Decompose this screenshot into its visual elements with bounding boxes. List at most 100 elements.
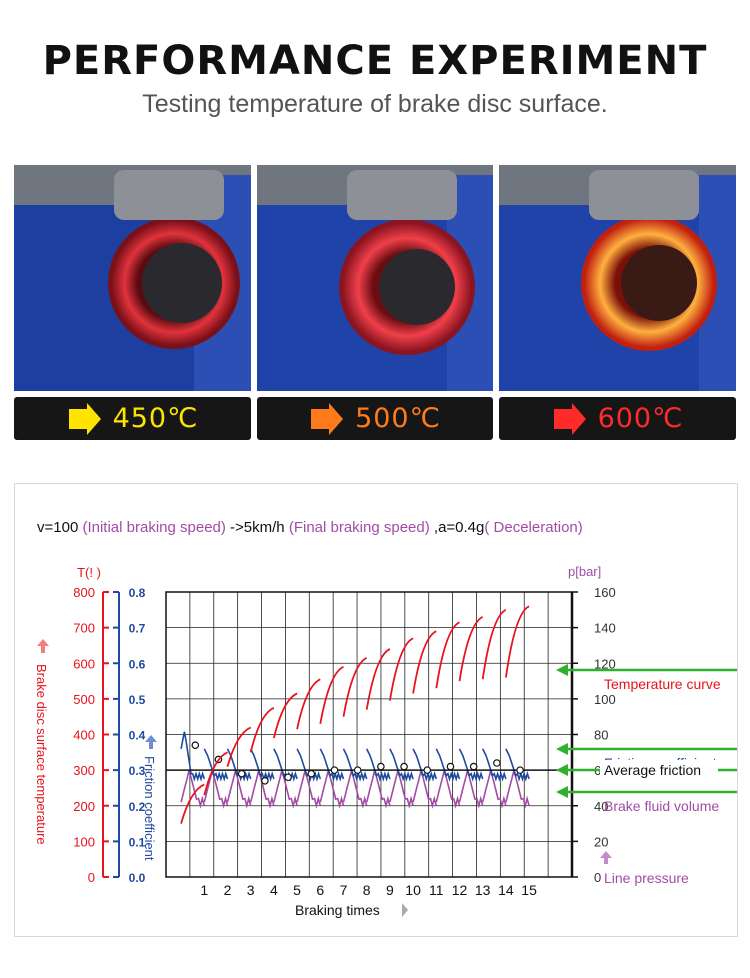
- performance-chart-card: v=100 (Initial braking speed) ->5km/h (F…: [14, 483, 738, 937]
- x-tick-label: 14: [498, 882, 514, 898]
- average-friction-marker: [400, 762, 408, 771]
- friction-coefficient-line: [412, 748, 438, 782]
- x-tick-label: 4: [270, 882, 278, 898]
- up-arrow-icon: [37, 639, 49, 653]
- average-friction-marker: [423, 766, 432, 774]
- arrow-right-icon: [553, 402, 586, 435]
- test-condition: v=100 (Initial braking speed) ->5km/h (F…: [37, 519, 583, 536]
- annotation-arrow-head: [556, 764, 568, 776]
- x-axis-label: Braking times: [295, 902, 380, 918]
- arrow-right-icon: [402, 903, 408, 917]
- temperature-tick-label: 800: [73, 585, 95, 600]
- legend-average-friction: Average friction: [604, 762, 701, 778]
- brake-fluid-volume-line: [226, 769, 252, 809]
- temp-value: 500℃: [355, 403, 441, 434]
- pressure-tick-label: 120: [594, 656, 616, 671]
- friction-coefficient-line: [389, 748, 414, 782]
- temperature-curve-segment: [412, 630, 437, 694]
- temperature-curve-segment: [481, 608, 507, 680]
- pressure-tick-label: 100: [594, 692, 616, 707]
- x-tick-label: 10: [405, 882, 421, 898]
- temperature-axis-label: Brake disc surface temperature: [34, 664, 49, 845]
- temperature-curve-segment: [180, 783, 205, 824]
- x-tick-label: 6: [316, 882, 324, 898]
- arrow-right-icon: [311, 402, 344, 435]
- average-friction-marker: [330, 766, 339, 774]
- friction-axis-label: Friction coefficient: [142, 756, 157, 861]
- temperature-tick-label: 600: [73, 656, 95, 671]
- x-tick-label: 2: [224, 882, 232, 898]
- friction-tick-label: 0.6: [129, 657, 146, 671]
- brake-disc-photo-500: [257, 165, 493, 391]
- temperature-tick-label: 0: [88, 870, 95, 885]
- average-friction-marker: [237, 769, 246, 778]
- brake-fluid-volume-line: [249, 769, 275, 809]
- pressure-tick-label: 20: [594, 834, 608, 849]
- x-tick-label: 12: [452, 882, 468, 898]
- brake-fluid-volume-line: [458, 769, 484, 809]
- temperature-curve-segment: [435, 621, 460, 689]
- brake-disc-photo-600: [499, 165, 736, 391]
- temperature-unit: T(! ): [77, 565, 101, 580]
- performance-chart: v=100 (Initial braking speed) ->5km/h (F…: [34, 519, 737, 918]
- temperature-curve-segment: [273, 692, 298, 739]
- average-friction-marker: [353, 766, 362, 774]
- legend-average-bg: [600, 760, 718, 780]
- brake-fluid-volume-line: [389, 769, 414, 809]
- temperature-curve-segment: [296, 678, 321, 730]
- temp-badge-500: 500℃: [257, 397, 493, 440]
- friction-coefficient-line: [249, 748, 275, 782]
- temperature-curve-segment: [365, 648, 391, 710]
- brake-fluid-volume-line: [365, 769, 391, 809]
- friction-coefficient-line: [273, 748, 298, 782]
- average-friction-marker: [446, 762, 455, 771]
- pressure-tick-label: 140: [594, 621, 616, 636]
- friction-tick-label: 0.8: [129, 586, 146, 600]
- friction-coefficient-line: [319, 748, 345, 782]
- temperature-tick-label: 500: [73, 692, 95, 707]
- friction-tick-label: 0.2: [129, 800, 146, 814]
- average-friction-marker: [493, 759, 501, 767]
- friction-coefficient-line: [505, 748, 530, 782]
- pressure-tick-label: 80: [594, 728, 608, 743]
- pressure-unit: p[bar]: [568, 564, 601, 579]
- average-friction-marker: [261, 777, 269, 785]
- x-tick-label: 15: [521, 882, 537, 898]
- brake-fluid-volume-line: [412, 769, 438, 809]
- legend-line-pressure: Line pressure: [604, 870, 689, 886]
- temperature-curve-segment: [505, 605, 530, 678]
- x-tick-label: 9: [386, 882, 394, 898]
- up-arrow-icon: [600, 851, 612, 864]
- temperature-curve-segment: [203, 751, 228, 796]
- arrow-right-icon: [68, 402, 101, 435]
- friction-tick-label: 0.3: [129, 764, 146, 778]
- temperature-tick-label: 700: [73, 621, 95, 636]
- temperature-curve-segment: [319, 665, 344, 724]
- temperature-curve-segment: [249, 706, 275, 753]
- legend-brake-fluid-volume: Brake fluid volume: [604, 798, 719, 814]
- temperature-tick-label: 300: [73, 763, 95, 778]
- pressure-tick-label: 40: [594, 799, 608, 814]
- average-friction-marker: [377, 762, 385, 771]
- friction-coefficient-line: [342, 748, 368, 782]
- x-tick-label: 11: [429, 882, 444, 898]
- brake-fluid-volume-line: [273, 769, 298, 809]
- pressure-tick-label: 160: [594, 585, 616, 600]
- average-friction-marker: [516, 766, 524, 774]
- temp-value: 450℃: [112, 403, 199, 434]
- up-arrow-icon: [145, 735, 157, 749]
- brake-fluid-volume-line: [435, 769, 461, 809]
- annotation-arrow-head: [556, 743, 568, 755]
- friction-coefficient-line: [458, 748, 484, 782]
- brake-fluid-volume-line: [319, 769, 345, 809]
- page-subtitle: Testing temperature of brake disc surfac…: [142, 90, 608, 118]
- brake-fluid-volume-line: [342, 769, 368, 809]
- friction-coefficient-line: [203, 748, 229, 782]
- friction-coefficient-line: [180, 731, 206, 782]
- brake-fluid-volume-line: [505, 769, 530, 809]
- x-tick-label: 3: [247, 882, 255, 898]
- temperature-curve-segment: [342, 657, 368, 717]
- temperature-curve-segment: [389, 637, 414, 701]
- temperature-tick-label: 400: [73, 728, 95, 743]
- brake-fluid-volume-line: [203, 769, 229, 809]
